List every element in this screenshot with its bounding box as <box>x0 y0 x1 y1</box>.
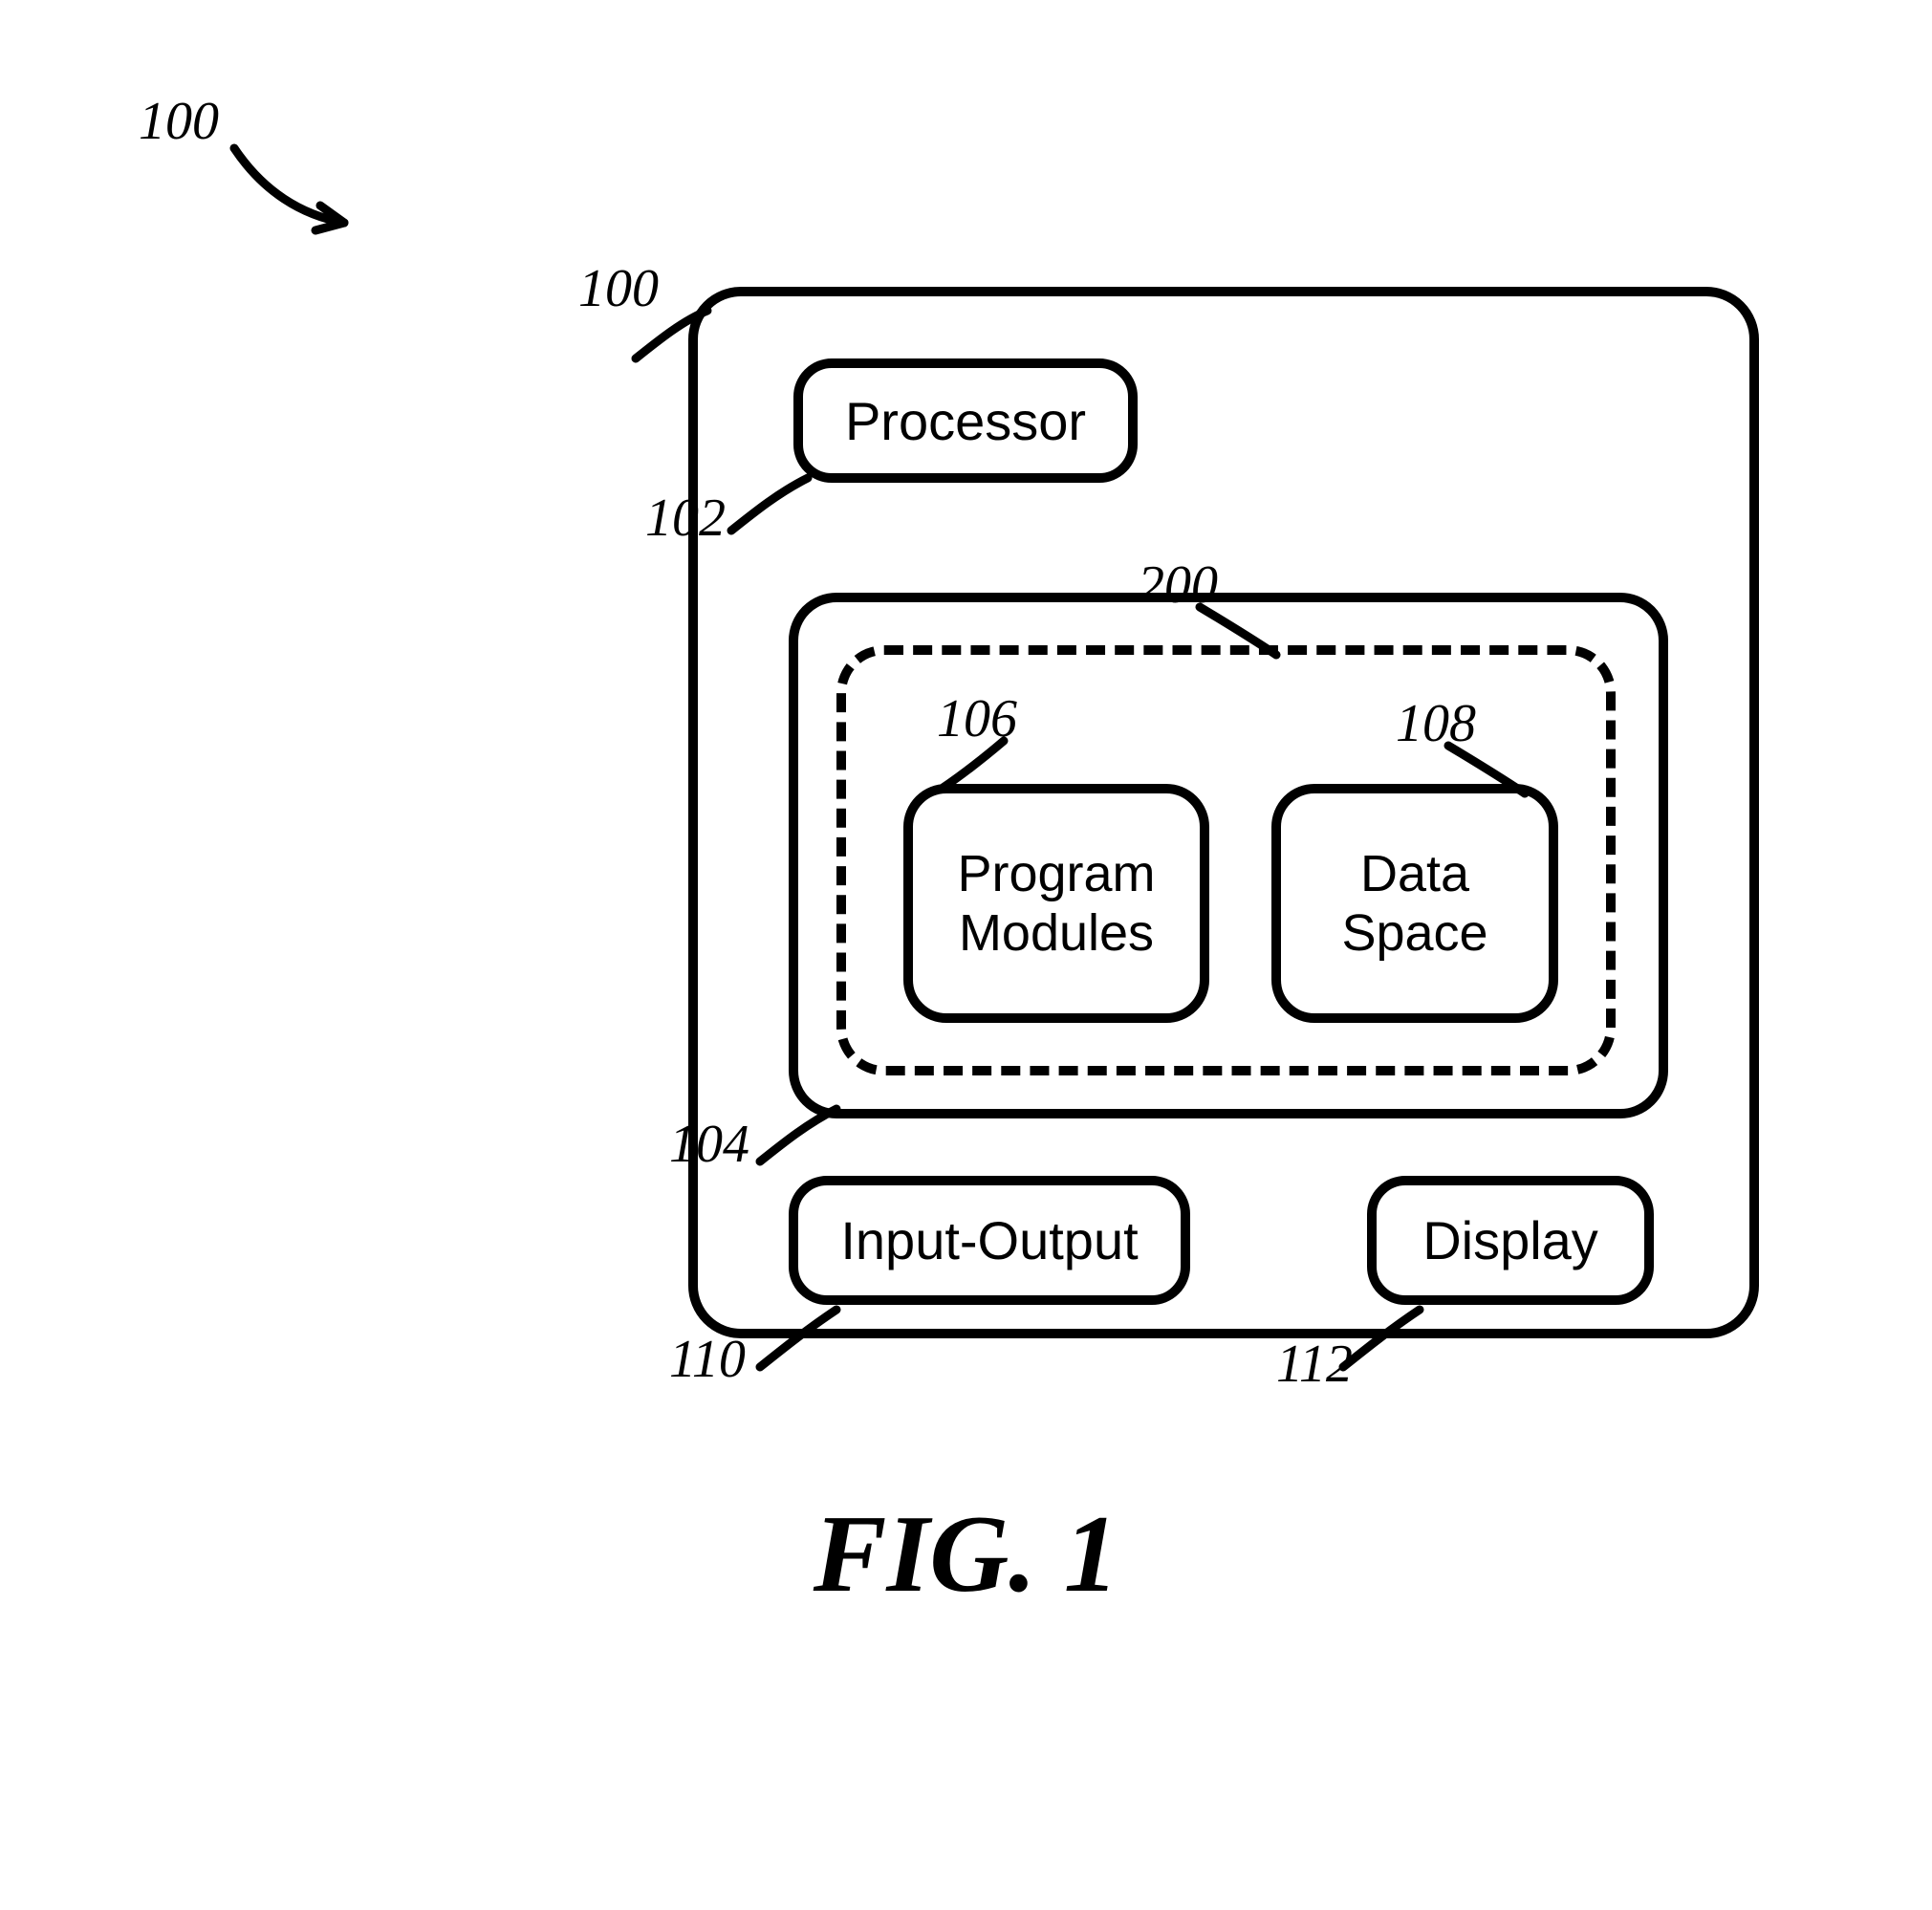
display-label: Display <box>1422 1209 1598 1271</box>
leader-100 <box>631 306 746 382</box>
leader-arrow-100 <box>225 139 378 253</box>
data-space-label: Data Space <box>1341 844 1487 963</box>
leader-108 <box>1444 741 1549 817</box>
diagram-canvas: 100 Processor Program Modules Data Space <box>0 0 1932 1910</box>
leader-112 <box>1338 1305 1453 1381</box>
ref-label-104: 104 <box>669 1114 749 1175</box>
processor-block: Processor <box>793 358 1138 483</box>
leader-110 <box>755 1305 870 1381</box>
input-output-label: Input-Output <box>840 1209 1138 1271</box>
program-modules-label: Program Modules <box>957 844 1155 963</box>
ref-label-110: 110 <box>669 1329 746 1390</box>
processor-label: Processor <box>845 390 1086 452</box>
program-modules-block: Program Modules <box>903 784 1209 1023</box>
leader-200 <box>1195 602 1310 679</box>
leader-104 <box>755 1104 870 1181</box>
leader-106 <box>932 736 1028 813</box>
ref-label-100-top: 100 <box>139 91 219 152</box>
ref-label-102: 102 <box>645 488 726 549</box>
system-outer-box: Processor Program Modules Data Space Inp… <box>688 287 1759 1338</box>
input-output-block: Input-Output <box>789 1176 1190 1305</box>
figure-title: FIG. 1 <box>0 1491 1932 1617</box>
data-space-block: Data Space <box>1271 784 1558 1023</box>
leader-102 <box>727 473 841 550</box>
display-block: Display <box>1367 1176 1654 1305</box>
